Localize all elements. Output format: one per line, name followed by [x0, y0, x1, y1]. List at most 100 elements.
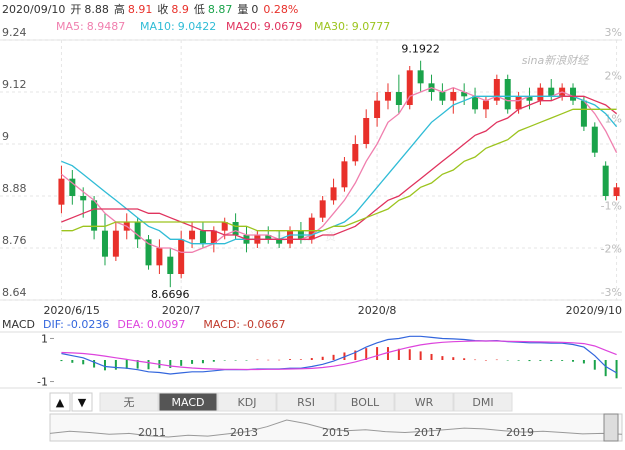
candle-body: [80, 196, 87, 201]
tab[interactable]: [394, 392, 454, 412]
legend-value: 9.0777: [352, 20, 391, 33]
macd-bar: [419, 351, 422, 360]
navigator-handle[interactable]: [603, 413, 619, 442]
legend-entry: MA20: 9.0679: [226, 20, 302, 33]
macd-legend-name: DEA:: [117, 318, 143, 331]
legend-entry: MA10: 9.0422: [140, 20, 216, 33]
macd-bar: [376, 347, 379, 360]
candle-body: [221, 222, 228, 231]
macd-bar: [463, 358, 466, 360]
candle-body: [145, 239, 152, 266]
legend-name: MA10:: [140, 20, 175, 33]
candle-body: [417, 70, 424, 84]
candle-body: [515, 96, 522, 110]
header-value: 0: [251, 3, 258, 16]
ma-line: [61, 95, 618, 245]
y-tick-label: 8.64: [2, 286, 27, 299]
macd-bar: [354, 350, 357, 360]
macd-bar: [593, 360, 596, 370]
macd-bar: [125, 360, 128, 369]
macd-bar: [517, 360, 520, 361]
candle-body: [472, 96, 479, 110]
macd-bar: [539, 360, 542, 361]
candle-body: [570, 87, 577, 101]
candle-body: [308, 217, 315, 240]
candle-body: [91, 200, 98, 231]
macd-bar: [136, 360, 139, 369]
macd-bar: [452, 357, 455, 360]
header-date: 2020/09/10: [2, 3, 65, 16]
macd-bar: [441, 356, 444, 360]
header: 2020/09/10 开 8.88 高 8.91 收 8.9 低 8.87 量 0 0.28%: [2, 2, 298, 16]
candle-body: [395, 92, 402, 105]
candle-body: [526, 96, 533, 101]
header-label: 量: [237, 3, 248, 16]
header-label: 低: [194, 3, 205, 16]
dif-line: [61, 335, 617, 375]
macd-bar: [234, 360, 237, 361]
low-label: 8.6696: [151, 288, 190, 301]
macd-bar: [474, 359, 477, 361]
header-value: 8.87: [208, 3, 233, 16]
macd-legend-name: MACD:: [203, 318, 240, 331]
macd-bar: [615, 360, 618, 379]
dea-line: [61, 340, 617, 371]
macd-tick-label: 1: [41, 332, 48, 345]
candle-body: [537, 87, 544, 101]
legend-entry: MA5: 8.9487: [56, 20, 125, 33]
candle-body: [199, 230, 206, 244]
macd-title: MACD: [2, 318, 35, 331]
tab[interactable]: [99, 392, 159, 412]
legend-name: MA5:: [56, 20, 84, 33]
nav-button-label: ▼: [78, 396, 87, 409]
macd-bar: [528, 360, 531, 362]
ma-line: [61, 108, 617, 232]
nav-button[interactable]: [49, 392, 71, 412]
macd-legend: MACD DIF: -0.0236 DEA: 0.0097 MACD: -0.0667: [2, 318, 285, 331]
macd-bar: [386, 347, 389, 360]
macd-bar: [71, 360, 74, 363]
navigator-frame: [49, 413, 623, 442]
macd-bar: [484, 360, 487, 361]
candle-body: [178, 239, 185, 274]
y2-tick-label: 1%: [605, 113, 622, 126]
candle-body: [189, 230, 196, 240]
macd-bar: [103, 360, 106, 371]
nav-button[interactable]: [71, 392, 93, 412]
tab-label: DMI: [472, 396, 493, 409]
macd-bar: [82, 360, 85, 365]
tab[interactable]: [276, 392, 336, 412]
y2-tick-label: 2%: [605, 69, 622, 82]
tab[interactable]: [158, 392, 218, 412]
macd-bar: [321, 356, 324, 360]
tab[interactable]: [217, 392, 277, 412]
candle-body: [493, 79, 500, 101]
legend-entry: MA30: 9.0777: [314, 20, 390, 33]
tab-label: KDJ: [238, 396, 257, 409]
macd-bar: [310, 358, 313, 360]
tab-label: BOLL: [351, 396, 380, 409]
legend-value: 9.0422: [178, 20, 217, 33]
macd-bar: [245, 360, 248, 361]
y2-tick-label: -2%: [601, 243, 622, 256]
source-mark: sina新浪财经: [522, 54, 589, 67]
macd-bar: [582, 360, 585, 364]
candle-body: [58, 178, 65, 205]
macd-bar: [397, 348, 400, 360]
macd-legend-value: -0.0236: [67, 318, 109, 331]
legend-value: 9.0679: [264, 20, 303, 33]
navigator-label: 2015: [322, 426, 350, 439]
navigator-label: 2011: [138, 426, 166, 439]
macd-bar: [289, 359, 292, 360]
header-label: 开: [70, 3, 81, 16]
macd-bar: [256, 359, 259, 361]
candle-body: [101, 230, 108, 257]
candle-body: [406, 70, 413, 105]
header-value: 8.9: [171, 3, 189, 16]
macd-bar: [169, 360, 172, 368]
macd-bar: [430, 353, 433, 360]
header-value: 8.88: [84, 3, 109, 16]
tab[interactable]: [335, 392, 395, 412]
candle-body: [602, 165, 609, 196]
tab[interactable]: [453, 392, 513, 412]
